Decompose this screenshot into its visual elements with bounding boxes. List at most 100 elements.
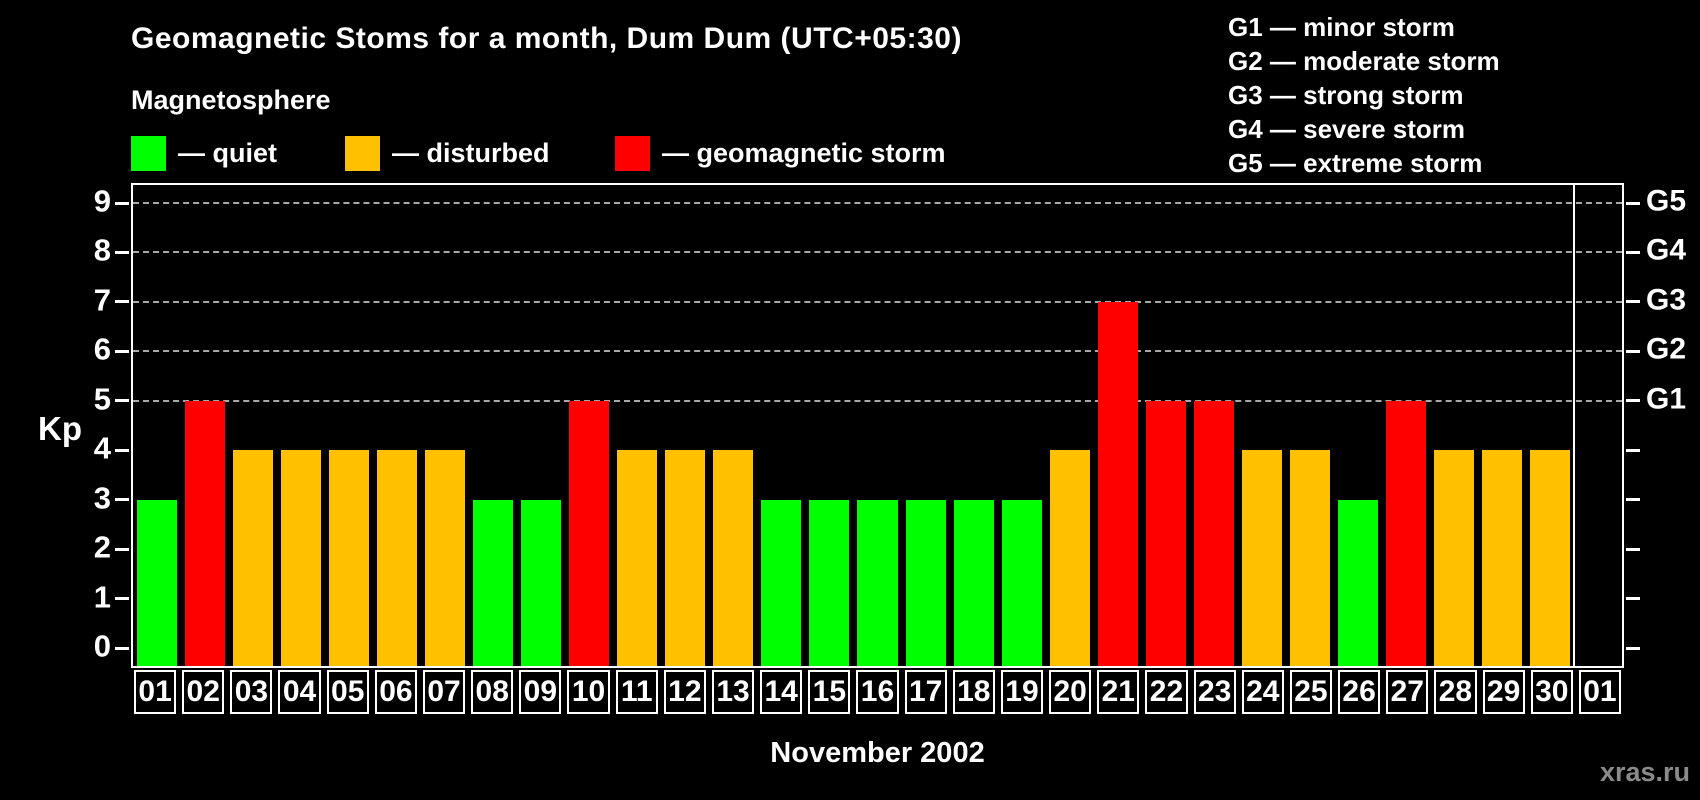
- y-axis-tick: [1626, 349, 1640, 353]
- legend-item-label: — geomagnetic storm: [662, 137, 946, 168]
- day-cell: 21: [1097, 670, 1140, 714]
- bar: [1481, 450, 1522, 666]
- magnetosphere-legend-title: Magnetosphere: [131, 85, 331, 115]
- day-cell: 03: [230, 670, 273, 714]
- bar: [329, 450, 370, 666]
- day-cell: 01: [134, 670, 177, 714]
- gridline: [133, 202, 1622, 204]
- y-axis-tick: [1626, 646, 1640, 650]
- plot-area: G1 G2 G3 G4 G5 0 1 2 3 4 5 6 7 8 9: [94, 183, 1686, 668]
- g-legend-line: G1 — minor storm: [1228, 12, 1455, 42]
- bar: [137, 499, 178, 666]
- bar: [1289, 450, 1330, 666]
- watermark: xras.ru: [1599, 757, 1690, 787]
- bar: [425, 450, 466, 666]
- g-scale-tick-label: G3: [1646, 283, 1687, 317]
- bar: [1097, 301, 1138, 666]
- y-axis-tick: [115, 300, 129, 304]
- bar: [1241, 450, 1282, 666]
- month-divider-line: [1572, 185, 1575, 666]
- bar: [905, 499, 946, 666]
- y-tick-label: 4: [93, 430, 111, 466]
- y-tick-label: 8: [93, 232, 111, 268]
- bar: [1385, 400, 1426, 666]
- bar: [953, 499, 994, 666]
- bar: [1001, 499, 1042, 666]
- chart-title: Geomagnetic Stoms for a month, Dum Dum (…: [131, 22, 962, 55]
- y-tick-label: 5: [93, 381, 111, 417]
- y-tick-label: 3: [93, 480, 111, 516]
- bar: [569, 400, 610, 666]
- storm-swatch-icon: [615, 135, 650, 171]
- day-cell: 25: [1289, 670, 1333, 714]
- y-axis-tick: [1626, 250, 1640, 254]
- bar: [521, 499, 562, 666]
- day-cell: 26: [1338, 670, 1381, 714]
- y-tick-label: 1: [93, 579, 111, 615]
- day-cell: 30: [1530, 670, 1573, 714]
- bar: [377, 450, 418, 666]
- day-cell: 18: [952, 670, 995, 714]
- y-tick-label: 2: [93, 529, 111, 565]
- y-tick-label: 0: [93, 628, 111, 664]
- g-legend-line: G4 — severe storm: [1228, 114, 1466, 144]
- kp-axis-title: Kp: [38, 410, 82, 447]
- day-cell: 06: [374, 670, 417, 714]
- bar: [233, 450, 274, 666]
- g-scale-tick-label: G1: [1646, 382, 1687, 416]
- bar: [1049, 450, 1090, 666]
- bar: [185, 400, 226, 666]
- day-cell: 22: [1145, 670, 1188, 714]
- g-scale-tick-label: G5: [1646, 184, 1687, 218]
- y-axis-tick: [1626, 498, 1640, 502]
- bar: [857, 499, 898, 666]
- bar: [617, 450, 658, 666]
- y-axis-tick: [115, 250, 129, 254]
- y-tick-label: 6: [93, 331, 111, 367]
- day-cell: 14: [760, 670, 803, 714]
- bar: [665, 450, 706, 666]
- disturbed-swatch-icon: [345, 135, 380, 171]
- g-legend-line: G5 — extreme storm: [1228, 148, 1483, 178]
- g-scale-tick-label: G2: [1646, 332, 1687, 366]
- x-axis-title: November 2002: [770, 737, 985, 769]
- day-cell: 29: [1482, 670, 1525, 714]
- y-tick-label: 7: [93, 282, 111, 318]
- day-cell: 24: [1241, 670, 1284, 714]
- y-axis-tick: [115, 448, 129, 452]
- day-cell: 19: [1000, 670, 1044, 714]
- day-cell: 12: [663, 670, 706, 714]
- day-cell: 28: [1434, 670, 1477, 714]
- day-cell: 13: [711, 670, 755, 714]
- day-cell: 07: [422, 670, 466, 714]
- day-cell: 16: [856, 670, 899, 714]
- gridline: [133, 350, 1622, 353]
- g-scale-legend: G1 — minor storm G2 — moderate storm G3 …: [1228, 10, 1500, 180]
- day-cell: 09: [519, 670, 562, 714]
- y-axis-tick: [1626, 597, 1640, 601]
- y-axis-tick: [115, 498, 129, 502]
- gridline: [133, 251, 1622, 254]
- day-cell: 20: [1049, 670, 1092, 714]
- y-tick-label: 9: [93, 183, 111, 219]
- y-axis-tick: [1626, 547, 1640, 551]
- day-cell: 17: [904, 670, 947, 714]
- y-axis-tick: [115, 597, 129, 601]
- legend-item-label: — quiet: [178, 137, 277, 168]
- day-cell: 23: [1193, 670, 1236, 714]
- y-axis-tick: [1626, 300, 1640, 304]
- y-axis-tick: [115, 399, 129, 403]
- day-cell: 02: [182, 670, 225, 714]
- day-cell: 08: [471, 670, 514, 714]
- bar: [1145, 400, 1186, 666]
- day-axis: 01 02 03 04 05 06 07 08 09 10 11 12 13 14 15 16 17 18 19 20…: [131, 670, 1624, 716]
- day-cell: 01: [1578, 670, 1621, 714]
- bar: [1433, 450, 1474, 666]
- day-cell: 15: [808, 670, 851, 714]
- bar: [761, 499, 802, 666]
- legend-item-quiet: — quiet: [131, 135, 277, 171]
- bar: [1529, 450, 1570, 666]
- bar: [473, 499, 514, 666]
- day-cell: 05: [326, 670, 369, 714]
